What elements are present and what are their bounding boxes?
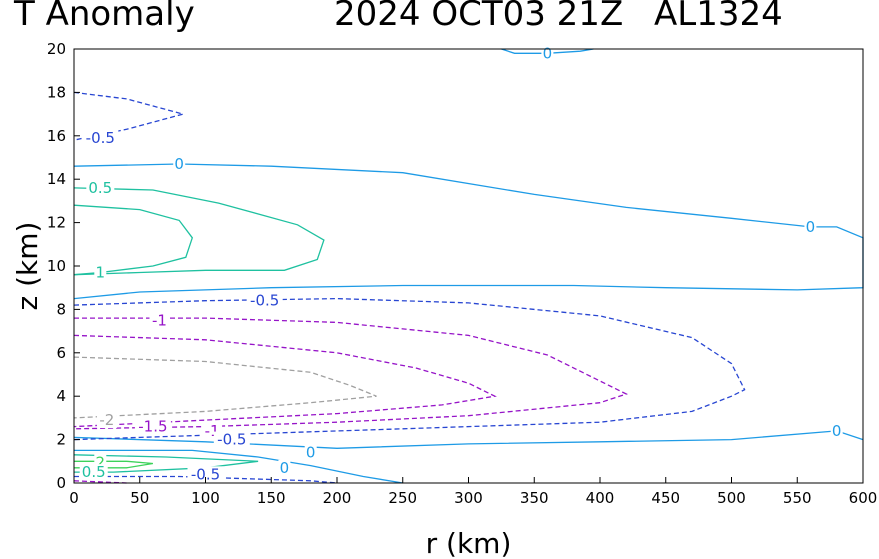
contour-label-bg-2 [804, 218, 817, 235]
contour-line-9 [73, 297, 746, 441]
contour-label-11: -2 [99, 411, 114, 429]
x-tick-label-7: 350 [520, 489, 549, 507]
contour-label-17: -0.5 [191, 465, 220, 483]
contour-label-bg-12 [134, 418, 171, 435]
contour-label-2: 0 [806, 218, 816, 236]
x-tick-label-9: 450 [651, 489, 680, 507]
y-tick-label-4: 8 [56, 300, 66, 318]
chart-date: 2024 OCT03 21Z [334, 0, 624, 34]
contour-label-12: -1.5 [138, 418, 167, 436]
x-axis-label: r (km) [426, 527, 512, 559]
contour-lines [73, 48, 864, 484]
contour-label-6: -0.5 [86, 129, 115, 147]
contour-label-bg-10 [149, 312, 170, 329]
contour-line-4 [73, 187, 325, 276]
contour-line-0 [73, 163, 864, 300]
contour-label-10: -1 [152, 311, 167, 329]
y-tick-label-8: 16 [47, 127, 66, 145]
contour-label-bg-11 [96, 412, 117, 429]
contour-label-9: -0.5 [250, 292, 279, 310]
contour-label-3: 0 [306, 444, 316, 462]
y-tick-label-3: 6 [56, 344, 66, 362]
x-tick-label-10: 500 [717, 489, 746, 507]
y-tick-label-0: 0 [56, 474, 66, 492]
chart-title-bar: T Anomaly 2024 OCT03 21Z AL1324 [14, 0, 874, 38]
y-tick-label-10: 20 [47, 40, 66, 58]
contour-line-2 [73, 430, 864, 449]
contour-label-8: 1 [96, 264, 106, 282]
y-tick-label-5: 10 [47, 257, 66, 275]
y-tick-label-6: 12 [47, 214, 66, 232]
contour-label-bg-6 [82, 129, 119, 146]
x-tick-label-6: 300 [454, 489, 483, 507]
contour-label-bg-9 [246, 292, 283, 309]
contour-label-4: 0 [832, 422, 842, 440]
y-tick-label-9: 18 [47, 83, 66, 101]
chart-title: T Anomaly [14, 0, 195, 34]
contour-label-1: 0 [174, 155, 184, 173]
x-tick-label-8: 400 [586, 489, 615, 507]
x-tick-label-11: 550 [783, 489, 812, 507]
contour-label-0: 0 [543, 44, 553, 62]
contour-label-15: 2 [96, 453, 106, 471]
plot-frame [73, 48, 864, 484]
contour-label-bg-1 [173, 156, 186, 173]
contour-line-12 [73, 334, 497, 428]
contour-line-11 [73, 317, 629, 430]
contour-label-bg-5 [278, 459, 291, 476]
x-tick-label-0: 0 [69, 489, 79, 507]
contour-label-bg-8 [94, 264, 107, 281]
contour-line-5 [73, 204, 194, 276]
y-tick-label-1: 2 [56, 431, 66, 449]
contour-label-bg-17 [187, 466, 224, 483]
contour-label-bg-3 [304, 444, 317, 461]
contour-label-bg-4 [830, 422, 843, 439]
contour-label-bg-16 [79, 464, 108, 481]
x-tick-label-12: 600 [849, 489, 878, 507]
chart-storm-id: AL1324 [654, 0, 783, 34]
contour-label-7: 0.5 [88, 179, 112, 197]
contour-line-7 [74, 460, 154, 469]
x-axis-ticks: 0 50 100 150 200 250 300 350 400 450 500 550 600 [69, 477, 877, 507]
contour-label-16: 0.5 [82, 463, 106, 481]
x-tick-label-3: 150 [257, 489, 286, 507]
y-tick-label-2: 4 [56, 387, 66, 405]
y-tick-label-7: 14 [47, 170, 66, 188]
contour-label-5: 0 [280, 459, 290, 477]
x-tick-label-1: 50 [130, 489, 149, 507]
x-tick-label-4: 200 [323, 489, 352, 507]
contour-label-14: -0.5 [217, 431, 246, 449]
y-axis-label: z (km) [11, 222, 44, 311]
x-tick-label-5: 250 [388, 489, 417, 507]
contour-label-bg-14 [213, 431, 250, 448]
contour-line-13 [73, 356, 377, 419]
contour-label-bg-7 [86, 179, 115, 196]
y-axis-ticks: 0 2 4 6 8 10 12 14 16 18 20 [47, 40, 80, 492]
x-tick-label-2: 100 [191, 489, 220, 507]
contour-line-10 [74, 475, 338, 484]
